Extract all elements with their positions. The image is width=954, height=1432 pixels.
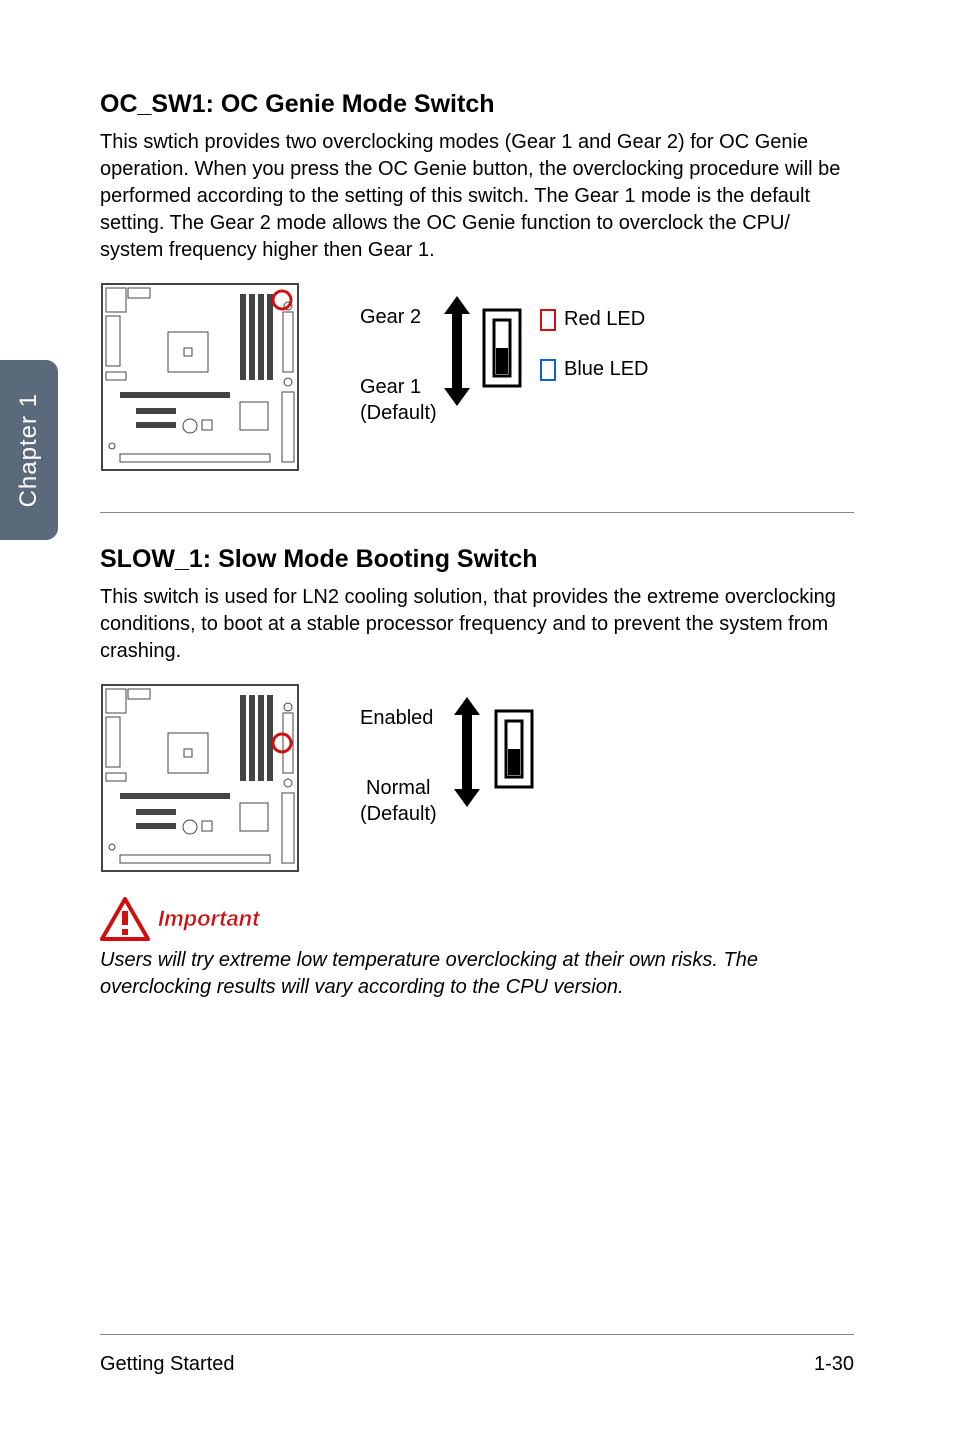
important-block: Important Users will try extreme low tem… bbox=[100, 897, 854, 1001]
section-divider bbox=[100, 512, 854, 513]
normal-default: (Default) bbox=[360, 803, 437, 826]
section2-figure-row: Enabled Normal (Default) bbox=[100, 683, 854, 873]
section2-heading: SLOW_1: Slow Mode Booting Switch bbox=[100, 545, 854, 574]
page-footer: Getting Started 1-30 bbox=[100, 1334, 854, 1376]
section1-body: This swtich provides two overclocking mo… bbox=[100, 129, 854, 264]
red-led-icon bbox=[540, 309, 556, 331]
section2-body: This switch is used for LN2 cooling solu… bbox=[100, 584, 854, 665]
switch-icon-2 bbox=[494, 709, 534, 789]
normal-label: Normal bbox=[366, 777, 430, 800]
important-header: Important bbox=[100, 897, 854, 941]
footer-section-title: Getting Started bbox=[100, 1353, 814, 1376]
warning-triangle-icon bbox=[100, 897, 150, 941]
red-led-row: Red LED bbox=[540, 308, 645, 331]
section1-figure-row: Gear 2 Gear 1 (Default) Red LED Blue LED bbox=[100, 282, 854, 472]
section1-heading: OC_SW1: OC Genie Mode Switch bbox=[100, 90, 854, 119]
blue-led-icon bbox=[540, 359, 556, 381]
section1-switch-diagram: Gear 2 Gear 1 (Default) Red LED Blue LED bbox=[360, 282, 854, 442]
updown-arrow-icon bbox=[442, 296, 472, 406]
enabled-label: Enabled bbox=[360, 707, 433, 730]
important-note: Users will try extreme low temperature o… bbox=[100, 947, 854, 1001]
gear1-label: Gear 1 bbox=[360, 376, 421, 399]
updown-arrow-icon-2 bbox=[452, 697, 482, 807]
gear2-label: Gear 2 bbox=[360, 306, 421, 329]
blue-led-label: Blue LED bbox=[564, 358, 649, 381]
switch-icon bbox=[482, 308, 522, 388]
mobo-diagram-1 bbox=[100, 282, 300, 472]
red-led-label: Red LED bbox=[564, 308, 645, 331]
mobo-diagram-2 bbox=[100, 683, 300, 873]
footer-rule bbox=[100, 1334, 854, 1335]
section2-switch-diagram: Enabled Normal (Default) bbox=[360, 683, 854, 843]
page-content: OC_SW1: OC Genie Mode Switch This swtich… bbox=[0, 0, 954, 1432]
gear1-default: (Default) bbox=[360, 402, 437, 425]
footer-page-number: 1-30 bbox=[814, 1353, 854, 1376]
blue-led-row: Blue LED bbox=[540, 358, 649, 381]
important-label: Important bbox=[158, 906, 259, 932]
